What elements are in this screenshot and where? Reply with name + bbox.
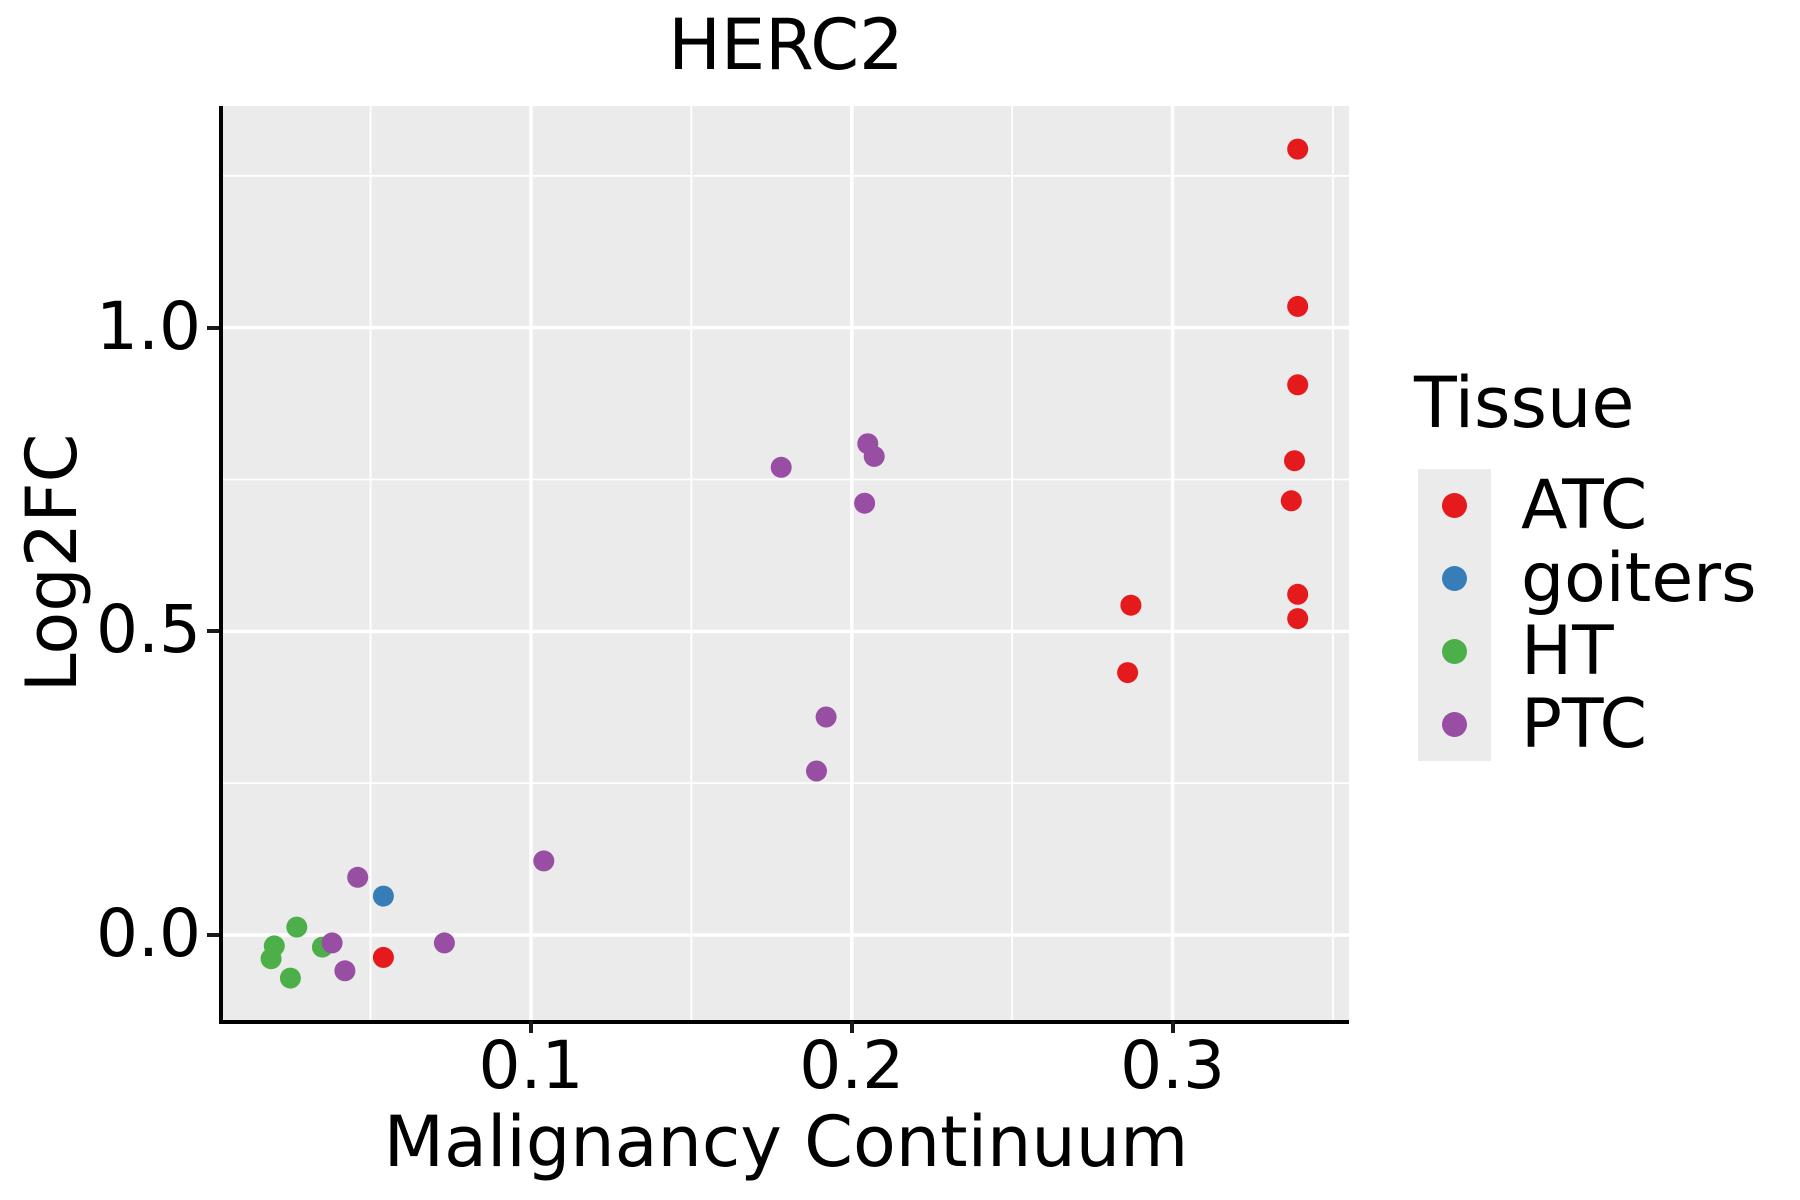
data-point-PTC [863,445,885,467]
x-tick-label: 0.1 [478,1027,584,1104]
data-point-ATC [1284,450,1305,472]
data-point-PTC [533,850,555,872]
y-tick-label: 0.0 [96,894,201,972]
y-tick-mark [207,629,219,634]
data-point-PTC [347,866,369,888]
legend-dot-icon [1442,566,1467,591]
plot-panel [223,106,1349,1020]
y-axis-title: Log2FC [11,433,93,693]
data-point-PTC [770,456,792,478]
legend: ATC goiters HT PTC [1418,469,1757,761]
legend-label: ATC [1521,466,1648,545]
y-tick-label: 1.0 [96,287,201,365]
legend-title: Tissue [1414,362,1635,444]
x-tick-label: 0.2 [799,1027,905,1104]
data-point-PTC [815,706,837,728]
legend-label: PTC [1521,685,1648,764]
panel-background [223,106,1349,1020]
data-point-HT [279,967,301,989]
data-point-ATC [1287,608,1309,630]
legend-label: goiters [1521,539,1757,618]
legend-item-goiters: goiters [1418,542,1757,615]
legend-dot-icon [1442,493,1467,518]
data-point-PTC [854,492,876,514]
data-point-PTC [321,932,343,954]
legend-key [1418,615,1491,688]
data-point-HT [260,948,282,970]
data-point-ATC [1287,583,1309,605]
data-point-PTC [334,960,356,982]
legend-dot-icon [1442,639,1467,664]
x-axis-title: Malignancy Continuum [383,1101,1189,1183]
data-point-PTC [806,760,827,782]
y-tick-mark [207,325,219,330]
y-axis-line [219,106,223,1024]
data-point-ATC [1117,662,1139,684]
data-point-ATC [1280,490,1302,512]
y-tick-mark [207,932,219,937]
data-point-ATC [372,946,394,968]
legend-item-ATC: ATC [1418,469,1757,542]
legend-item-PTC: PTC [1418,688,1757,761]
chart-title: HERC2 [668,4,904,86]
data-point-HT [286,916,308,938]
data-point-PTC [433,932,455,954]
legend-dot-icon [1442,712,1467,737]
legend-key [1418,542,1491,615]
data-point-goiters [372,885,394,907]
data-point-ATC [1287,295,1309,317]
x-tick-label: 0.3 [1120,1027,1226,1104]
legend-label: HT [1521,612,1614,691]
data-point-ATC [1287,374,1309,396]
scatter-plot-canvas [223,106,1349,1020]
x-axis-line [219,1020,1349,1024]
legend-key [1418,688,1491,761]
legend-key [1418,469,1491,542]
data-point-ATC [1120,594,1142,616]
data-point-ATC [1287,138,1309,160]
legend-item-HT: HT [1418,615,1757,688]
